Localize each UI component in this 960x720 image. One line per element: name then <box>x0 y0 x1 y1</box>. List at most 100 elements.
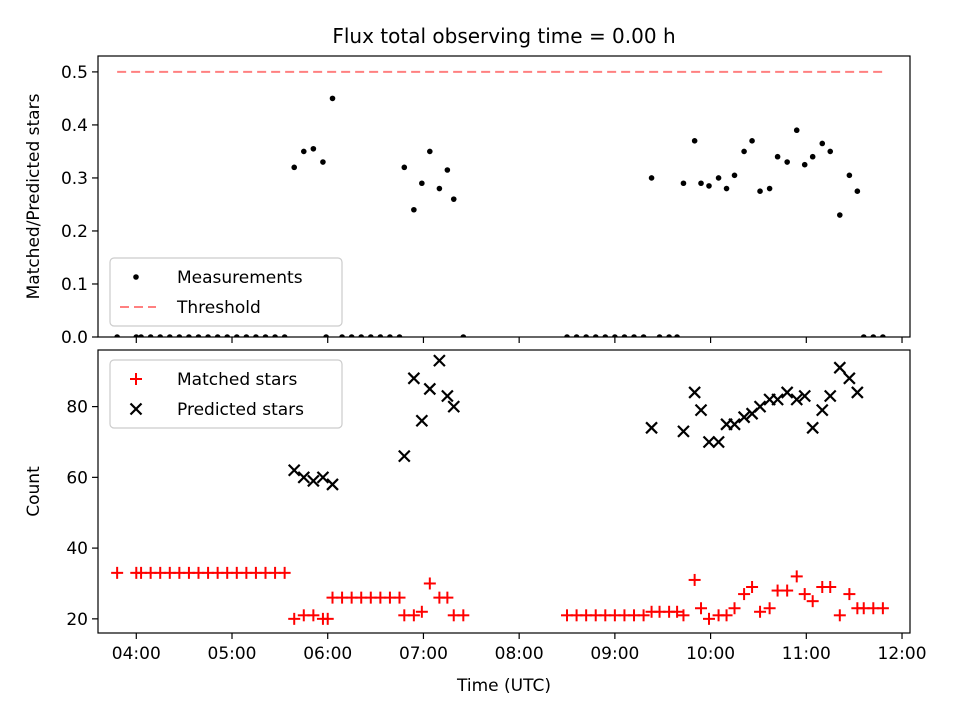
measurement-point <box>176 334 183 337</box>
y-tick-label: 0.3 <box>61 169 88 189</box>
matched-star-point <box>695 602 708 615</box>
measurement-point <box>648 175 655 181</box>
predicted-star-point <box>415 414 429 428</box>
measurement-point <box>819 140 826 147</box>
data-layer <box>114 70 886 337</box>
predicted-star-point <box>441 389 454 403</box>
measurement-point <box>262 334 269 337</box>
predicted-star-point <box>688 386 701 399</box>
predicted-star-point <box>843 372 856 385</box>
legend-swatch-matched <box>130 373 142 385</box>
predicted-star-point <box>307 474 320 488</box>
x-tick-label: 10:00 <box>686 644 735 664</box>
matched-star-point <box>288 612 301 625</box>
measurement-point <box>224 334 231 337</box>
matched-star-point <box>321 612 334 625</box>
measurement-point <box>731 172 738 179</box>
measurement-point <box>564 334 570 337</box>
legend-label: Matched stars <box>177 370 297 390</box>
matched-star-point <box>720 609 733 622</box>
measurement-point <box>281 334 288 337</box>
y-axis-label: Matched/Predicted stars <box>24 93 44 299</box>
predicted-star-point <box>398 449 411 463</box>
matched-star-point <box>423 577 436 590</box>
measurement-point <box>680 180 687 187</box>
matched-star-point <box>307 609 320 622</box>
matched-star-point <box>763 602 776 615</box>
y-tick-label: 40 <box>66 539 88 559</box>
measurement-point <box>450 196 457 202</box>
predicted-star-point <box>407 372 421 385</box>
matched-star-point <box>824 581 837 594</box>
predicted-star-point <box>702 435 716 449</box>
predicted-star-point <box>694 403 708 417</box>
measurement-point <box>592 334 599 337</box>
matched-star-point <box>843 588 856 601</box>
matched-star-point <box>111 566 124 579</box>
measurement-point <box>138 334 144 337</box>
x-tick-label: 09:00 <box>590 644 639 664</box>
y-tick-label: 0.5 <box>61 63 88 83</box>
measurement-point <box>427 148 433 155</box>
measurement-point <box>195 334 202 337</box>
x-tick-label: 04:00 <box>112 644 161 664</box>
y-tick-label: 0.0 <box>61 328 88 348</box>
measurement-point <box>133 334 140 337</box>
measurement-point <box>656 334 663 337</box>
measurement-point <box>880 334 886 337</box>
measurement-point <box>631 334 637 337</box>
matched-star-point <box>702 612 715 625</box>
measurement-point <box>870 334 877 337</box>
measurement-point <box>602 334 609 337</box>
measurement-point <box>310 145 317 152</box>
matched-star-point <box>738 588 751 601</box>
predicted-star-point <box>737 410 751 424</box>
matched-star-point <box>637 609 650 622</box>
measurement-point <box>860 334 867 337</box>
legend-box <box>109 359 343 429</box>
y-tick-label: 0.2 <box>61 222 88 242</box>
axes-frame <box>97 349 911 634</box>
legend: Matched stars Predicted stars <box>109 359 343 429</box>
legend: Measurements Threshold <box>109 257 343 327</box>
measurement-point <box>323 334 329 337</box>
measurement-point <box>300 148 307 155</box>
measurement-point <box>573 334 580 337</box>
predicted-star-point <box>790 393 804 406</box>
predicted-star-point <box>433 354 446 367</box>
matched-star-point <box>781 584 794 597</box>
measurement-point <box>320 159 326 165</box>
measurement-point <box>214 334 221 337</box>
predicted-star-point <box>806 421 819 435</box>
measurement-point <box>612 334 618 337</box>
predicted-star-point <box>447 400 461 413</box>
predicted-star-point <box>297 471 311 484</box>
predicted-star-point <box>677 425 690 438</box>
x-tick-label: 06:00 <box>303 644 352 664</box>
matched-star-point <box>790 570 803 583</box>
predicted-star-point <box>753 400 767 413</box>
measurement-point <box>253 334 259 337</box>
measurement-point <box>766 185 773 192</box>
measurement-point <box>166 334 173 337</box>
predicted-star-point <box>771 393 784 406</box>
measurement-point <box>436 185 443 192</box>
measurement-point <box>793 127 800 134</box>
measurement-point <box>329 95 336 102</box>
measurement-point <box>419 180 425 187</box>
measurement-point <box>846 172 853 179</box>
matched-star-point <box>278 566 291 579</box>
measurement-point <box>640 334 647 337</box>
y-axis-label: Count <box>24 466 44 517</box>
top-panel: 0.0 0.1 0.2 0.3 0.4 0.5 Matched/Predicted star… <box>24 55 911 348</box>
measurement-point <box>444 167 451 173</box>
measurement-point <box>396 334 403 337</box>
y-tick-label: 60 <box>66 468 88 488</box>
legend-label: Predicted stars <box>177 400 304 420</box>
matched-star-point <box>798 588 811 601</box>
measurement-point <box>837 212 843 218</box>
matched-star-point <box>833 609 846 622</box>
matched-star-point <box>441 591 454 604</box>
measurement-point <box>387 334 393 337</box>
